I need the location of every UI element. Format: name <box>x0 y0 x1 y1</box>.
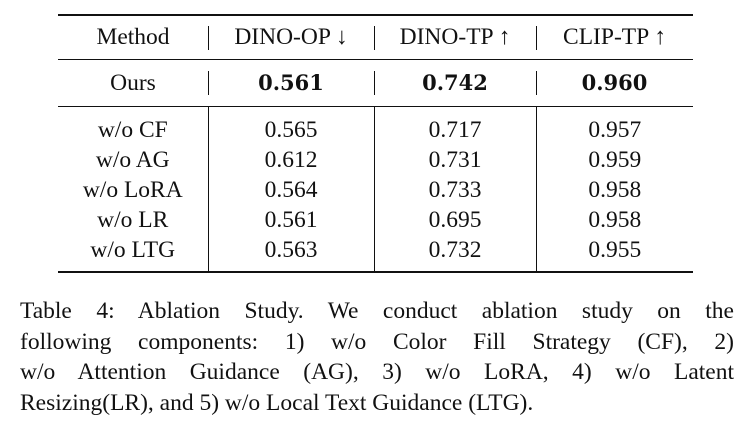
row-method: w/o AG <box>95 147 170 173</box>
caption-line: w/o Attention Guidance (AG), 3) w/o LoRA… <box>20 359 734 385</box>
row-clip-tp: 0.955 <box>535 235 693 273</box>
row-dino-tp: 0.733 <box>373 175 536 205</box>
row-dino-tp: 0.732 <box>373 235 536 273</box>
header-row: Method DINO-OP ↓ DINO-TP ↑ CLIP-TP ↑ <box>58 14 693 60</box>
row-clip-tp: 0.959 <box>535 145 693 175</box>
ours-clip-tp: 0.960 <box>536 59 693 107</box>
caption-line: Table 4: Ablation Study. We conduct abla… <box>20 298 734 324</box>
caption-line: following components: 1) w/o Color Fill … <box>20 328 734 355</box>
row-dino-op: 0.564 <box>207 175 374 205</box>
row-dino-tp: 0.731 <box>373 145 536 175</box>
row-dino-op: 0.612 <box>207 145 374 175</box>
ours-method: Ours <box>58 59 208 107</box>
ablation-table-container: Method DINO-OP ↓ DINO-TP ↑ CLIP-TP ↑ Our… <box>58 14 693 273</box>
ablation-table: Method DINO-OP ↓ DINO-TP ↑ CLIP-TP ↑ Our… <box>58 14 693 273</box>
row-clip-tp: 0.957 <box>535 106 693 145</box>
header-dino-tp: DINO-TP ↑ <box>374 14 536 60</box>
header-clip-tp: CLIP-TP ↑ <box>536 14 693 60</box>
row-dino-tp: 0.695 <box>373 205 536 235</box>
table-row: w/o LTG 0.563 0.732 0.955 <box>58 235 693 273</box>
row-dino-op: 0.563 <box>207 235 374 273</box>
header-method: Method <box>58 14 208 60</box>
table-row: w/o LR 0.561 0.695 0.958 <box>58 205 693 235</box>
ours-dino-op: 0.561 <box>208 59 374 107</box>
row-method: w/o LTG <box>58 235 208 273</box>
ours-dino-tp: 0.742 <box>374 59 536 107</box>
row-dino-tp: 0.717 <box>373 106 536 145</box>
row-clip-tp: 0.958 <box>535 205 693 235</box>
row-method: w/o CF <box>97 117 168 143</box>
table-row: w/o LoRA 0.564 0.733 0.958 <box>58 175 693 205</box>
row-dino-op: 0.565 <box>207 106 374 145</box>
row-dino-op: 0.561 <box>207 205 374 235</box>
row-clip-tp: 0.958 <box>535 175 693 205</box>
table-caption: Table 4: Ablation Study. We conduct abla… <box>20 296 734 418</box>
row-method: w/o LoRA <box>82 177 183 203</box>
table-row: w/o AG 0.612 0.731 0.959 <box>58 145 693 175</box>
ours-row: Ours 0.561 0.742 0.960 <box>58 59 693 107</box>
table-row: w/o CF 0.565 0.717 0.957 <box>58 106 693 145</box>
header-dino-op: DINO-OP ↓ <box>208 14 374 60</box>
row-method: w/o LR <box>97 207 169 233</box>
caption-line: Resizing(LR), and 5) w/o Local Text Guid… <box>20 389 534 416</box>
